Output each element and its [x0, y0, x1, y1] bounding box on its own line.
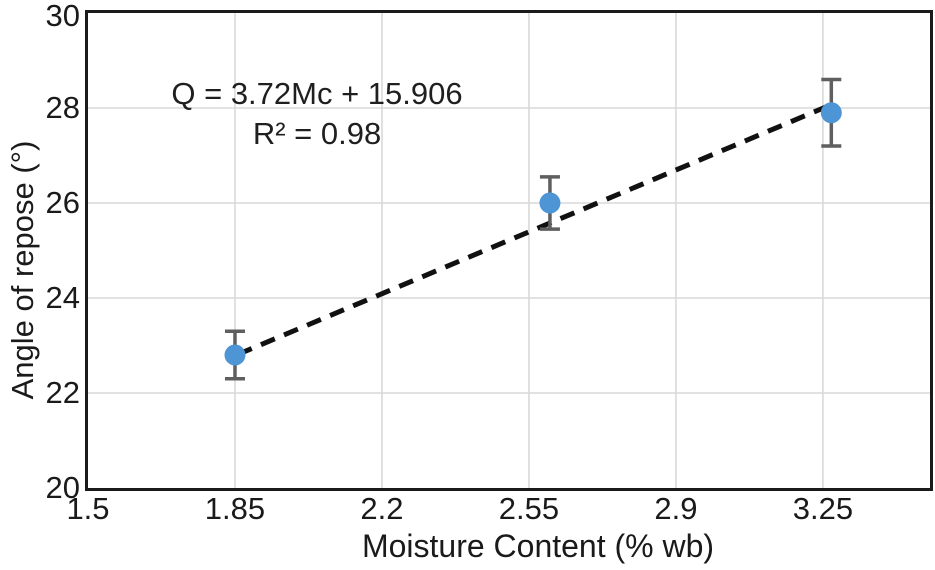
y-tick-label: 26	[45, 185, 80, 220]
plot-area	[85, 10, 933, 491]
data-point	[539, 192, 561, 214]
x-tick-label: 2.9	[654, 491, 698, 526]
y-axis-title: Angle of repose (°)	[5, 140, 40, 400]
regression-annotation: Q = 3.72Mc + 15.906 R² = 0.98	[117, 74, 517, 154]
y-tick-label: 20	[45, 470, 80, 505]
x-tick-label: 2.2	[360, 491, 404, 526]
x-axis-title: Moisture Content (% wb)	[361, 528, 715, 564]
y-tick-label: 30	[45, 0, 80, 33]
y-tick-label: 22	[45, 375, 80, 410]
x-tick-label: 1.85	[204, 491, 266, 526]
x-tick-label: 3.25	[792, 491, 854, 526]
x-tick-label: 1.5	[66, 491, 110, 526]
y-tick-label: 28	[45, 90, 80, 125]
x-tick-label: 2.55	[498, 491, 560, 526]
trendline-dashed	[236, 101, 835, 357]
r-squared-text: R² = 0.98	[252, 116, 382, 151]
plot-canvas	[88, 13, 930, 488]
data-point	[820, 102, 842, 124]
data-point	[224, 344, 246, 366]
y-tick-label: 24	[45, 280, 80, 315]
equation-text: Q = 3.72Mc + 15.906	[171, 76, 463, 111]
